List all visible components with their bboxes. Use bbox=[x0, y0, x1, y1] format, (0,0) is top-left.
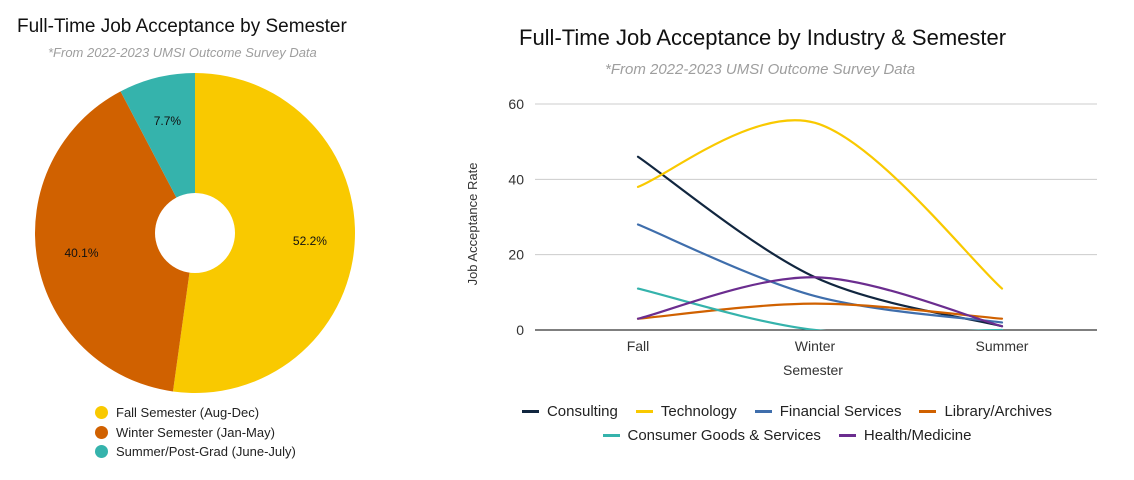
series-line-financial-services bbox=[636, 223, 1004, 324]
pie-slice-fall-semester-aug-dec bbox=[172, 73, 356, 394]
line-legend-item: Health/Medicine bbox=[838, 427, 972, 444]
line-legend-row-1: Consulting Technology Financial Services Li… bbox=[440, 403, 1134, 420]
line-legend-item: Consumer Goods & Services bbox=[602, 427, 821, 444]
legend-label: Consumer Goods & Services bbox=[627, 427, 821, 444]
series-line-technology bbox=[636, 119, 1004, 290]
line-legend-item: Library/Archives bbox=[919, 403, 1052, 420]
line-legend-item: Consulting bbox=[521, 403, 618, 420]
legend-label: Health/Medicine bbox=[863, 427, 972, 444]
pie-slice-value-label: 7.7% bbox=[154, 114, 182, 128]
pie-legend-item: Summer/Post-Grad (June-July) bbox=[95, 442, 296, 462]
pie-chart-title: Full-Time Job Acceptance by Semester bbox=[17, 16, 347, 37]
legend-label: Financial Services bbox=[779, 403, 902, 420]
x-tick-label: Winter bbox=[795, 338, 836, 354]
legend-label: Technology bbox=[660, 403, 737, 420]
pie-legend: Fall Semester (Aug-Dec) Winter Semester (… bbox=[95, 403, 296, 462]
x-tick-label: Fall bbox=[627, 338, 650, 354]
donut-hole bbox=[155, 193, 235, 273]
series-line-library-archives bbox=[636, 302, 1004, 320]
line-chart-title: Full-Time Job Acceptance by Industry & S… bbox=[519, 25, 1007, 50]
pie-slice-summer-post-grad-june-july bbox=[120, 73, 195, 233]
y-tick-label: 40 bbox=[508, 171, 524, 187]
pie-legend-item: Fall Semester (Aug-Dec) bbox=[95, 403, 296, 423]
legend-marker bbox=[95, 406, 108, 420]
line-chart: 0 20 40 60 Fall Winter Summer Semester Job Accep… bbox=[465, 96, 1097, 378]
legend-marker bbox=[95, 445, 108, 459]
pie-legend-item: Winter Semester (Jan-May) bbox=[95, 423, 296, 443]
series-line-health-medicine bbox=[636, 276, 1004, 328]
series-line-consumer-goods-services bbox=[636, 287, 1004, 330]
pie-slice-value-label: 40.1% bbox=[64, 246, 98, 260]
pie-chart-panel: Full-Time Job Acceptance by Semester *Fr… bbox=[0, 0, 410, 480]
legend-marker bbox=[919, 410, 937, 413]
x-tick-label: Summer bbox=[976, 338, 1029, 354]
legend-label: Summer/Post-Grad (June-July) bbox=[116, 444, 296, 460]
y-tick-label: 60 bbox=[508, 96, 524, 112]
line-legend-row-2: Consumer Goods & Services Health/Medicine bbox=[440, 427, 1134, 444]
line-legend-item: Financial Services bbox=[754, 403, 902, 420]
legend-marker bbox=[635, 410, 653, 413]
legend-label: Winter Semester (Jan-May) bbox=[116, 424, 275, 440]
legend-marker bbox=[521, 410, 539, 413]
legend-marker bbox=[602, 434, 620, 437]
legend-label: Library/Archives bbox=[944, 403, 1053, 420]
legend-marker bbox=[754, 410, 772, 413]
legend-marker bbox=[95, 425, 108, 439]
y-axis-title: Job Acceptance Rate bbox=[465, 163, 480, 286]
line-chart-subtitle: *From 2022-2023 UMSI Outcome Survey Data bbox=[605, 61, 916, 78]
line-legend-item: Technology bbox=[635, 403, 737, 420]
pie-slice-value-label: 52.2% bbox=[293, 234, 327, 248]
legend-label: Fall Semester (Aug-Dec) bbox=[116, 405, 260, 421]
line-chart-panel: Full-Time Job Acceptance by Industry & S… bbox=[440, 0, 1134, 480]
x-axis-title: Semester bbox=[783, 362, 843, 378]
pie-slice-winter-semester-jan-may bbox=[35, 91, 196, 392]
legend-label: Consulting bbox=[546, 403, 618, 420]
pie-chart: 52.2% 40.1% 7.7% bbox=[35, 73, 356, 394]
y-tick-label: 20 bbox=[508, 247, 524, 263]
pie-chart-subtitle: *From 2022-2023 UMSI Outcome Survey Data bbox=[48, 45, 317, 60]
y-tick-label: 0 bbox=[516, 322, 524, 338]
legend-marker bbox=[838, 434, 856, 437]
